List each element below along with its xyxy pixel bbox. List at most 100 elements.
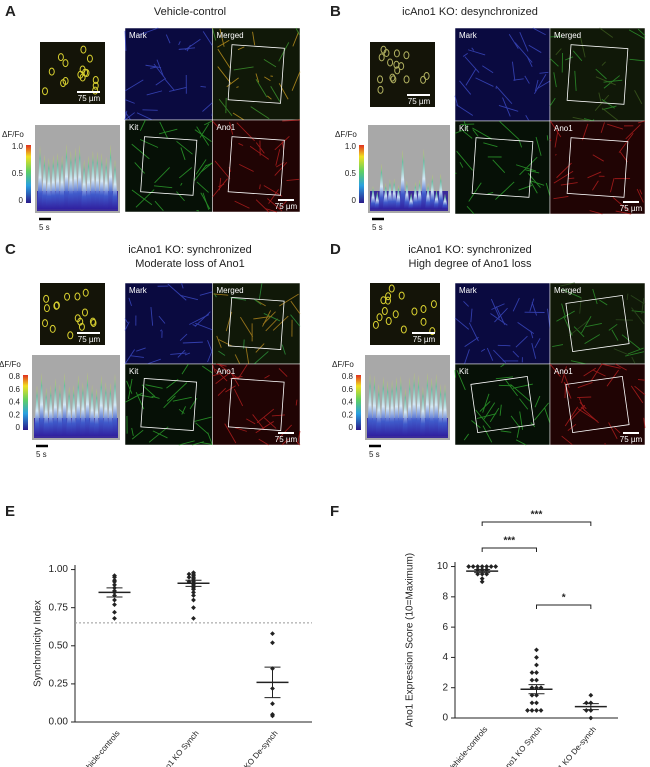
fiber (530, 330, 534, 339)
fiber (124, 318, 129, 324)
cell (392, 310, 399, 319)
fiber (602, 105, 617, 111)
fibers (552, 282, 646, 365)
time-label: 5 s (369, 450, 380, 459)
fiber (549, 58, 559, 67)
fiber (181, 363, 189, 375)
significance-bracket (481, 521, 592, 526)
time-label: 5 s (39, 223, 50, 232)
fiber (546, 135, 549, 141)
trace-spike (63, 144, 70, 209)
fiber (555, 48, 562, 56)
trace-spike (406, 377, 413, 436)
fiber (592, 180, 599, 191)
cell (387, 58, 394, 67)
cell (403, 75, 410, 84)
data-point (529, 700, 535, 706)
fiber (218, 350, 226, 356)
cell (394, 66, 401, 75)
significance-bracket (536, 604, 592, 609)
trace-spike (112, 373, 118, 436)
fiber (154, 200, 164, 212)
fiber (181, 406, 186, 415)
fiber (200, 192, 211, 210)
fiber (476, 413, 497, 420)
fiber (454, 95, 459, 107)
trace-spike (425, 183, 432, 209)
fiber (200, 441, 213, 445)
tile-label: Merged (217, 286, 244, 295)
trace-spike (395, 184, 402, 209)
fiber (500, 363, 506, 368)
trace-spike (50, 155, 57, 209)
panel-title: icAno1 KO: synchronized (408, 244, 532, 256)
panel-title: icAno1 KO: synchronized (128, 244, 252, 256)
fiber (618, 132, 634, 153)
fiber (131, 143, 150, 160)
trace-spike (424, 372, 431, 436)
tile-label: Kit (459, 367, 469, 376)
fiber (266, 208, 278, 213)
fiber (579, 401, 587, 410)
fiber (480, 348, 486, 352)
x-tick-label: icAno1 KO De-synch (543, 725, 598, 767)
fiber (169, 86, 187, 92)
fiber (549, 363, 561, 377)
time-label: 5 s (36, 450, 47, 459)
fiber (491, 303, 505, 310)
fiber (226, 77, 239, 88)
fiber (586, 322, 602, 327)
fiber (511, 61, 516, 81)
fiber (204, 120, 213, 126)
trace-spike (93, 388, 100, 436)
cell (372, 320, 379, 329)
fiber (212, 120, 219, 128)
trace-spike (429, 174, 436, 209)
fiber (462, 52, 468, 57)
fiber (217, 39, 230, 48)
color-scale (356, 375, 361, 430)
fiber (475, 409, 491, 429)
trace-spike (433, 373, 440, 436)
fiber (579, 297, 582, 314)
fiber (625, 124, 641, 140)
trace-spike (43, 387, 50, 436)
tile-label: Mark (129, 286, 148, 295)
fiber (529, 180, 538, 194)
fiber (643, 417, 646, 429)
fiber (166, 382, 188, 402)
data-point (529, 670, 535, 675)
fibers (549, 363, 646, 446)
cell (385, 317, 392, 326)
fiber (180, 294, 199, 301)
fiber (536, 80, 551, 90)
trace-tick: 0.4 (9, 398, 21, 407)
fiber (525, 115, 529, 121)
fiber (466, 206, 475, 215)
fiber (200, 85, 206, 88)
fiber (570, 360, 587, 365)
fiber (454, 317, 470, 330)
fiber (216, 335, 222, 348)
fiber (290, 314, 301, 327)
fiber (456, 369, 466, 391)
micrograph (124, 282, 213, 365)
fiber (267, 95, 272, 100)
fiber (263, 58, 277, 68)
tile-label: Merged (554, 31, 581, 40)
trace-spike (419, 386, 426, 436)
x-tick-label: Vehicle-controls (78, 729, 121, 767)
fiber (232, 112, 245, 121)
trace-spike (428, 377, 435, 436)
fiber (468, 182, 482, 202)
x-tick-label: icAno1 KO De-synch (225, 729, 280, 767)
scale-label: 75 µm (78, 335, 101, 344)
fiber (213, 293, 229, 296)
fiber (583, 118, 594, 122)
fiber (184, 352, 191, 356)
error-bar (582, 703, 599, 711)
fiber (524, 75, 530, 84)
fiber (561, 288, 582, 299)
fiber (272, 315, 289, 331)
fiber (212, 178, 228, 198)
